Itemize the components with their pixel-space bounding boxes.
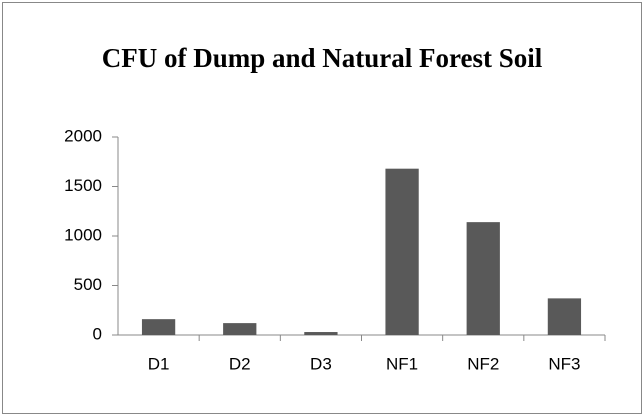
y-tick-label: 1500: [64, 176, 102, 195]
x-tick-label: NF2: [467, 354, 499, 373]
x-tick-label: D2: [229, 354, 251, 373]
bar: [223, 323, 257, 335]
bar: [547, 298, 582, 335]
y-tick-label: 0: [93, 324, 102, 343]
bar: [466, 222, 500, 335]
chart-title: CFU of Dump and Natural Forest Soil: [101, 43, 543, 73]
bar: [304, 332, 338, 335]
x-tick-label: D1: [148, 354, 170, 373]
bar: [141, 319, 176, 335]
bar: [385, 168, 419, 335]
x-tick-label: NF3: [548, 354, 580, 373]
y-tick-label: 1000: [64, 225, 102, 244]
x-tick-label: NF1: [386, 354, 418, 373]
x-tick-label: D3: [310, 354, 332, 373]
y-tick-label: 2000: [64, 126, 102, 145]
y-tick-label: 500: [74, 275, 102, 294]
